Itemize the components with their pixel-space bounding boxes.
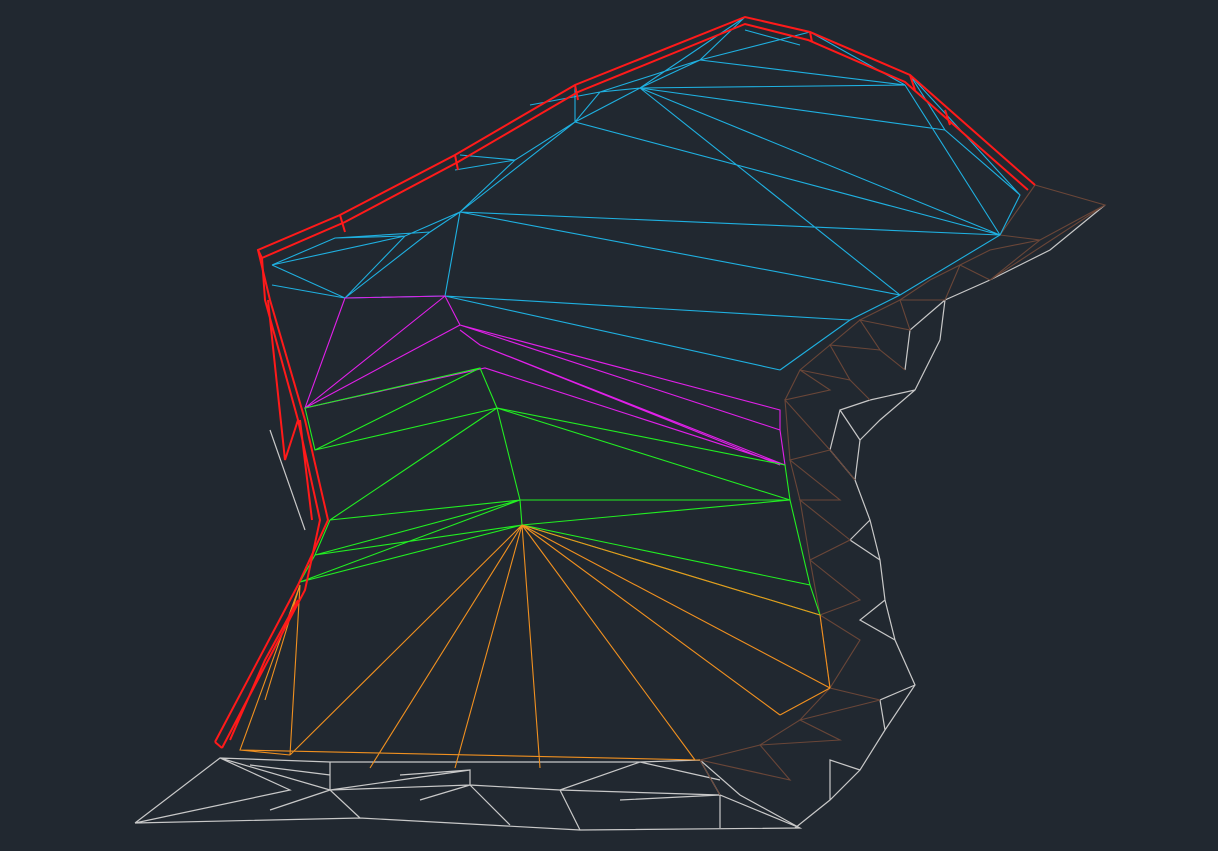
green-mesh: [298, 367, 821, 616]
red-boundary-inner: [214, 22, 1029, 749]
brown-mesh: [698, 184, 1107, 796]
purple-mesh: [304, 295, 786, 466]
orange-mesh: [239, 524, 831, 769]
